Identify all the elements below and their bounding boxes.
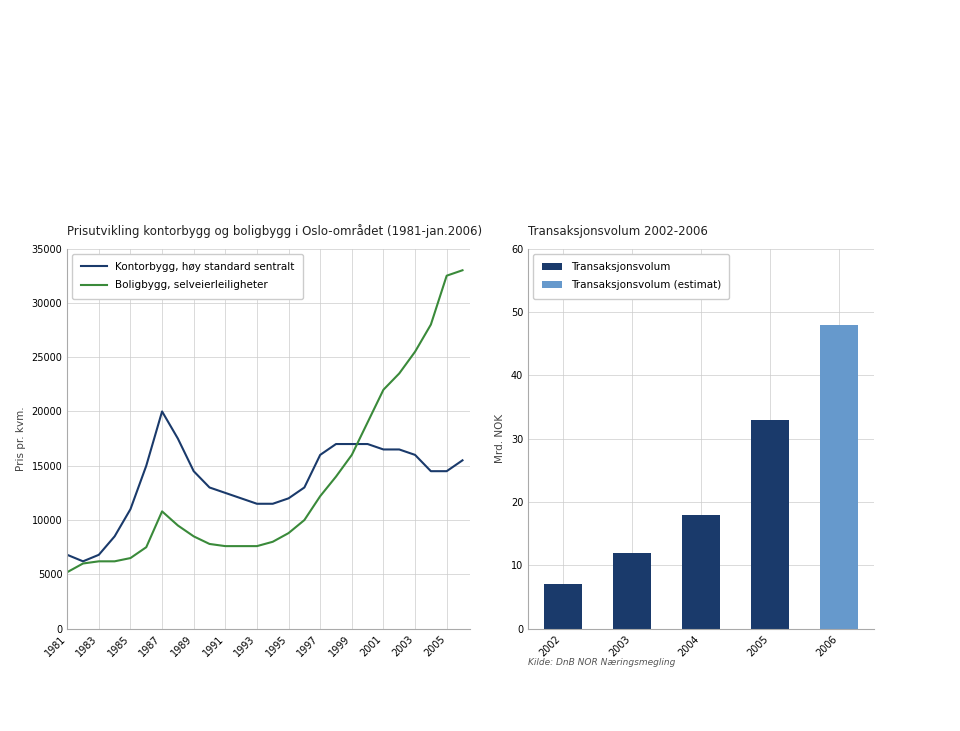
Bar	[820, 325, 858, 629]
Y-axis label: Pris pr. kvm.: Pris pr. kvm.	[16, 406, 26, 471]
Text: Transaksjonsvolum 2002-2006: Transaksjonsvolum 2002-2006	[528, 224, 708, 238]
Text: Kilde: DnB NOR Næringsmegling: Kilde: DnB NOR Næringsmegling	[528, 658, 676, 667]
Bar	[543, 584, 582, 629]
Y-axis label: Mrd. NOK: Mrd. NOK	[495, 414, 505, 463]
Bar	[682, 515, 720, 629]
Bar	[751, 420, 789, 629]
Legend: Kontorbygg, høy standard sentralt, Boligbygg, selveierleiligheter: Kontorbygg, høy standard sentralt, Bolig…	[72, 254, 302, 299]
Bar	[612, 553, 651, 629]
Text: Prisutvikling kontorbygg og boligbygg i Oslo-området (1981-jan.2006): Prisutvikling kontorbygg og boligbygg i …	[67, 224, 482, 238]
Legend: Transaksjonsvolum, Transaksjonsvolum (estimat): Transaksjonsvolum, Transaksjonsvolum (es…	[533, 254, 730, 299]
